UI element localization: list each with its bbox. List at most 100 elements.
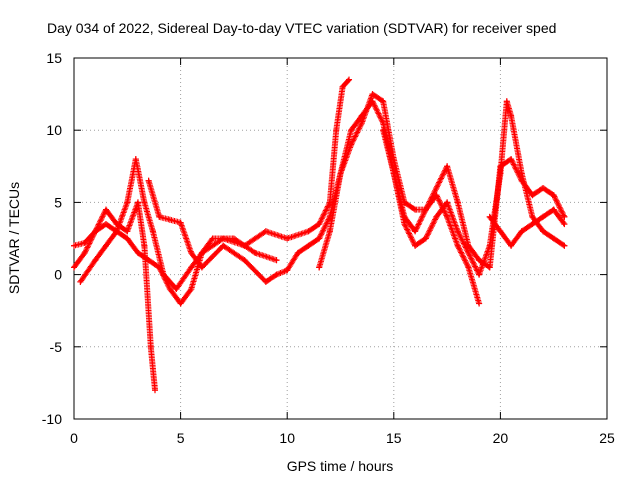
data-point	[77, 278, 84, 285]
y-tick-label: 15	[46, 50, 62, 66]
data-point	[252, 249, 259, 256]
data-point	[369, 91, 376, 98]
data-point	[346, 76, 353, 83]
data-point	[262, 228, 269, 235]
data-point	[284, 267, 291, 274]
data-point	[124, 199, 131, 206]
data-point	[241, 257, 248, 264]
x-tick-label: 20	[493, 430, 509, 446]
data-point	[273, 271, 280, 278]
data-point	[102, 206, 109, 213]
x-tick-label: 5	[177, 430, 185, 446]
data-point	[497, 228, 504, 235]
x-tick-label: 25	[599, 430, 615, 446]
data-point	[422, 235, 429, 242]
data-point	[561, 213, 568, 220]
data-point	[401, 221, 408, 228]
data-point	[156, 213, 163, 220]
y-tick-label: -10	[42, 411, 62, 427]
data-point	[422, 206, 429, 213]
data-point	[177, 300, 184, 307]
y-tick-label: 5	[54, 194, 62, 210]
data-point	[540, 213, 547, 220]
data-point	[134, 199, 141, 206]
data-point	[284, 235, 291, 242]
data-point	[209, 235, 216, 242]
data-point	[508, 156, 515, 163]
plot-frame	[73, 57, 608, 420]
data-point	[241, 242, 248, 249]
data-point	[412, 206, 419, 213]
tick-layer: 0 5 10 15 20 25 -10 -5 0 5 10 15	[42, 50, 615, 446]
data-point	[152, 387, 159, 394]
data-point	[124, 228, 131, 235]
data-point	[348, 127, 355, 134]
data-point	[465, 264, 472, 271]
data-point	[102, 221, 109, 228]
data-point	[550, 206, 557, 213]
y-tick-label: 0	[54, 267, 62, 283]
data-point	[476, 257, 483, 264]
data-point	[316, 235, 323, 242]
data-point	[188, 264, 195, 271]
data-point	[444, 199, 451, 206]
grid-layer	[74, 58, 607, 419]
data-point	[147, 343, 154, 350]
data-point	[132, 156, 139, 163]
data-point	[486, 242, 493, 249]
data-point	[390, 170, 397, 177]
data-point	[412, 228, 419, 235]
y-axis-label: SDTVAR / TECUs	[6, 182, 22, 294]
data-point	[166, 216, 173, 223]
series-markers	[316, 91, 568, 271]
data-point	[540, 184, 547, 191]
data-point	[550, 192, 557, 199]
data-point	[177, 219, 184, 226]
data-point	[188, 286, 195, 293]
data-point	[124, 235, 131, 242]
series-markers	[71, 156, 280, 292]
data-point	[339, 83, 346, 90]
data-point	[273, 257, 280, 264]
data-point	[508, 112, 515, 119]
data-point	[433, 213, 440, 220]
data-point	[550, 235, 557, 242]
y-tick-label: -5	[50, 339, 63, 355]
series-arc-6	[380, 98, 568, 278]
x-tick-label: 10	[279, 430, 295, 446]
data-point	[529, 221, 536, 228]
data-point	[294, 249, 301, 256]
data-point	[173, 286, 180, 293]
data-layer	[71, 76, 568, 394]
data-point	[220, 235, 227, 242]
series-arc-7	[486, 206, 568, 249]
series-markers	[77, 76, 352, 307]
x-tick-label: 15	[386, 430, 402, 446]
data-point	[337, 170, 344, 177]
series-arc-3	[77, 76, 353, 307]
data-point	[561, 242, 568, 249]
data-point	[444, 213, 451, 220]
data-point	[358, 119, 365, 126]
data-point	[508, 242, 515, 249]
data-point	[141, 242, 148, 249]
data-point	[561, 221, 568, 228]
data-point	[444, 163, 451, 170]
data-point	[81, 249, 88, 256]
data-point	[412, 242, 419, 249]
data-point	[486, 213, 493, 220]
data-point	[316, 264, 323, 271]
data-point	[149, 228, 156, 235]
data-point	[198, 264, 205, 271]
data-point	[145, 257, 152, 264]
data-point	[476, 271, 483, 278]
data-point	[380, 98, 387, 105]
series-arc-2	[71, 156, 280, 293]
data-point	[380, 127, 387, 134]
data-point	[540, 228, 547, 235]
y-tick-label: 10	[46, 122, 62, 138]
data-point	[454, 199, 461, 206]
data-point	[529, 213, 536, 220]
